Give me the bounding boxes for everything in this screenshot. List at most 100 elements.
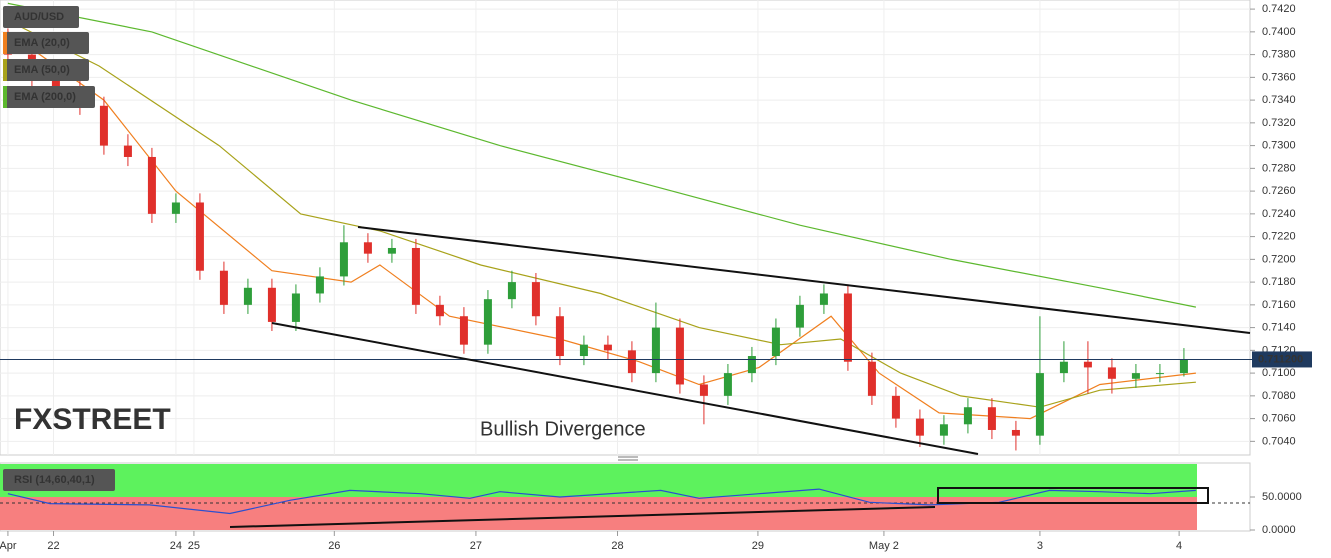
range-box xyxy=(937,487,1209,504)
candle-body xyxy=(1107,367,1116,379)
axes: 0.70400.70600.70800.71000.71200.71400.71… xyxy=(0,3,1312,552)
rsi-upper-zone xyxy=(0,464,1197,497)
candle-body xyxy=(171,202,180,214)
trendline xyxy=(271,322,979,455)
candle-body xyxy=(891,395,900,419)
y-tick-label: 0.7160 xyxy=(1262,299,1296,311)
candle-body xyxy=(987,407,996,430)
candle-body xyxy=(291,293,300,322)
line-series xyxy=(7,488,1196,515)
candle-body xyxy=(123,145,132,157)
last-price-label: 0.711200 xyxy=(1258,353,1303,365)
candle-body xyxy=(267,287,276,322)
y-tick-label: 0.7060 xyxy=(1262,413,1296,425)
x-tick-label: 29 xyxy=(752,540,764,552)
x-tick-label: 24 xyxy=(170,540,182,552)
candle-body xyxy=(771,327,780,357)
candle-body xyxy=(627,350,636,374)
candle-body xyxy=(867,361,876,396)
y-tick-label: 0.7360 xyxy=(1262,71,1296,83)
candle-body xyxy=(387,247,396,254)
x-tick-label: 27 xyxy=(470,540,482,552)
y-tick-label: 0.7340 xyxy=(1262,94,1296,106)
legend-swatch xyxy=(3,32,7,54)
legend-box xyxy=(3,86,95,108)
x-tick-label: 22 xyxy=(47,540,59,552)
x-tick-label: May 2 xyxy=(869,540,899,552)
candle-body xyxy=(219,270,228,305)
line-series xyxy=(7,2,1197,308)
candle-body xyxy=(1035,373,1044,436)
main-panel xyxy=(0,0,1251,456)
legend-swatch xyxy=(3,59,7,81)
legend-label: AUD/USD xyxy=(14,11,64,23)
x-tick-label: Apr xyxy=(0,540,17,552)
candle-body xyxy=(339,242,348,277)
candle-body xyxy=(843,293,852,362)
legend-box xyxy=(3,6,79,28)
legend-label: EMA (20,0) xyxy=(14,37,70,49)
candle-body xyxy=(147,156,156,214)
main-plot: FXSTREET Bullish Divergence xyxy=(0,0,1250,455)
line-series xyxy=(7,19,1196,408)
candle-body xyxy=(1155,373,1164,375)
y-tick-label: 0.7140 xyxy=(1262,322,1296,334)
candle-body xyxy=(675,327,684,385)
candle-body xyxy=(363,242,372,254)
x-tick-label: 4 xyxy=(1176,540,1182,552)
y-tick-label: 0.7200 xyxy=(1262,253,1296,265)
y-tick-label: 0.7260 xyxy=(1262,185,1296,197)
candle-body xyxy=(315,276,324,294)
y-tick-label: 0.0000 xyxy=(1262,524,1296,536)
y-tick-label: 0.7180 xyxy=(1262,276,1296,288)
candle-body xyxy=(195,202,204,271)
candle-body xyxy=(699,384,708,396)
candle-body xyxy=(531,282,540,317)
legend: AUD/USD EMA (20,0) EMA (50,0) EMA (200,0) RS… xyxy=(3,6,115,491)
last-price-box xyxy=(1252,351,1312,368)
candle-body xyxy=(579,344,588,357)
candle-body xyxy=(1083,361,1092,368)
trendlines xyxy=(229,226,1251,528)
trendline xyxy=(229,506,936,528)
candle-body xyxy=(939,424,948,436)
y-tick-label: 0.7300 xyxy=(1262,140,1296,152)
y-tick-label: 0.7420 xyxy=(1262,3,1296,15)
candle-body xyxy=(51,77,60,89)
candle-body xyxy=(483,299,492,345)
y-tick-label: 0.7320 xyxy=(1262,117,1296,129)
candle-body xyxy=(795,304,804,328)
candle-body xyxy=(1131,373,1140,379)
candle-body xyxy=(459,316,468,345)
candle-body xyxy=(651,327,660,374)
rsi-plot xyxy=(0,464,1250,530)
x-tick-label: 3 xyxy=(1037,540,1043,552)
candle-body xyxy=(723,373,732,396)
candle-body xyxy=(747,356,756,374)
y-tick-label: 0.7380 xyxy=(1262,49,1296,61)
y-tick-label: 50.0000 xyxy=(1262,491,1302,503)
y-tick-label: 0.7220 xyxy=(1262,231,1296,243)
annotation: Bullish Divergence xyxy=(480,418,646,440)
y-tick-label: 0.7100 xyxy=(1262,367,1296,379)
candle-body xyxy=(1059,361,1068,374)
y-tick-label: 0.7400 xyxy=(1262,26,1296,38)
trendline xyxy=(357,226,1251,334)
candle-body xyxy=(507,282,516,300)
candle-body xyxy=(1179,359,1188,374)
candle-body xyxy=(915,418,924,436)
y-tick-label: 0.7080 xyxy=(1262,390,1296,402)
rsi-lower-zone xyxy=(0,497,1197,530)
candle-body xyxy=(603,344,612,351)
y-tick-label: 0.7040 xyxy=(1262,435,1296,447)
candle-body xyxy=(99,105,108,146)
legend-swatch xyxy=(3,86,7,108)
watermark: FXSTREET xyxy=(14,403,171,436)
candle-body xyxy=(819,293,828,305)
legend-label: EMA (200,0) xyxy=(14,91,76,103)
y-tick-label: 0.7280 xyxy=(1262,162,1296,174)
candle-body xyxy=(411,247,420,305)
candle-body xyxy=(963,407,972,425)
candle-body xyxy=(1011,429,1020,436)
